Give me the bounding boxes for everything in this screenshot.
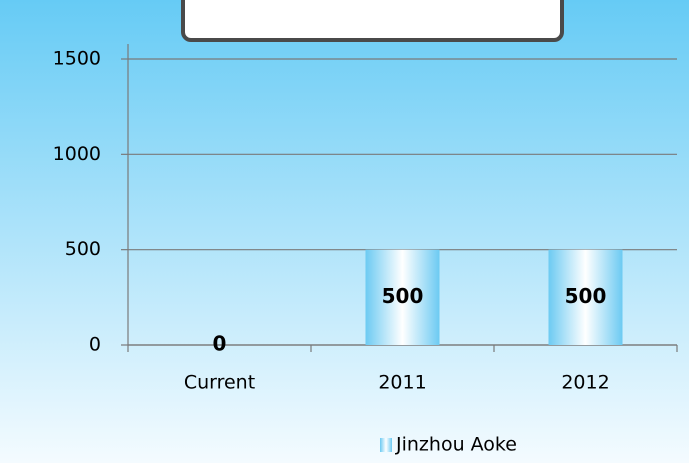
legend-swatch (380, 438, 392, 452)
bar (365, 249, 440, 345)
y-tick-label: 500 (65, 238, 101, 260)
data-label: 0 (213, 332, 227, 356)
title-box (181, 0, 564, 42)
y-tick-label: 1500 (53, 48, 101, 70)
data-label: 500 (565, 284, 607, 308)
data-label: 500 (382, 284, 424, 308)
y-tick-label: 1000 (53, 143, 101, 165)
legend-label: Jinzhou Aoke (395, 434, 517, 456)
y-tick-label: 0 (89, 334, 101, 356)
bar (548, 249, 623, 345)
x-tick-label: 2011 (378, 372, 426, 394)
x-tick-label: Current (184, 372, 255, 394)
x-tick-label: 2012 (561, 372, 609, 394)
